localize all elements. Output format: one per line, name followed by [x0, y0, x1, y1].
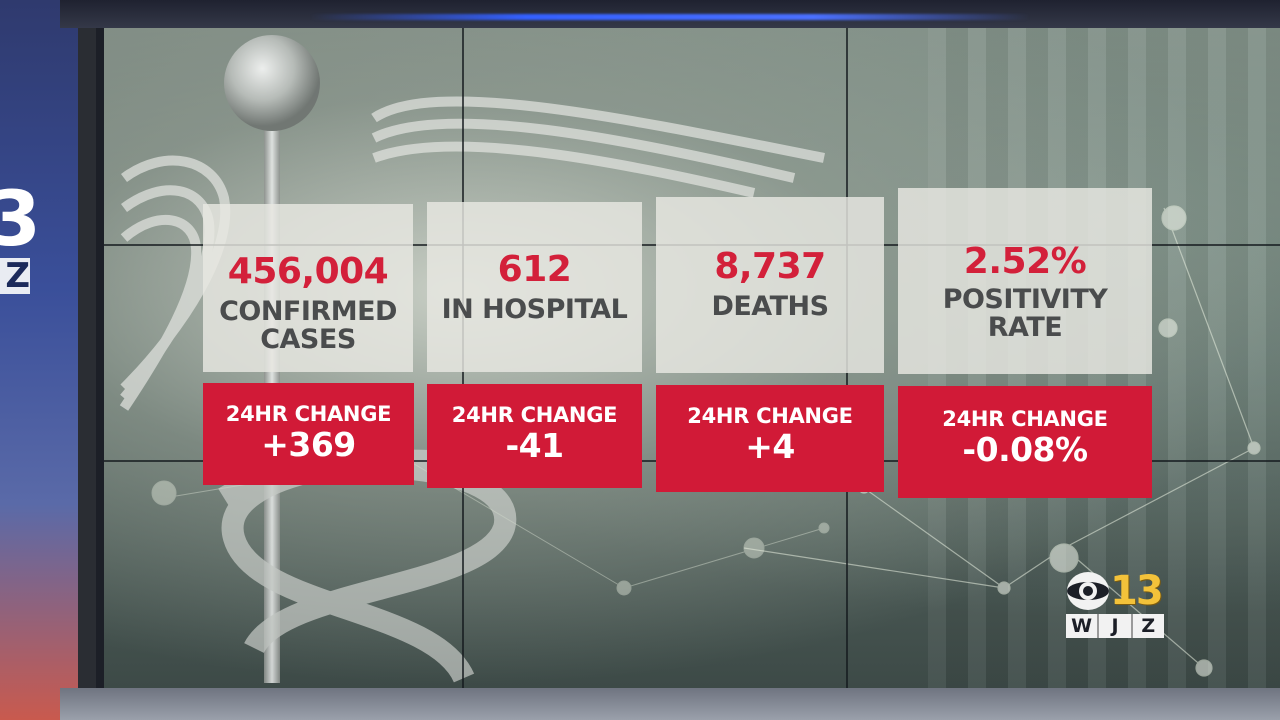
call-letters: W J Z	[1066, 614, 1164, 638]
call-letter: J	[1099, 614, 1133, 638]
positivity-rate-change-card: 24HR CHANGE -0.08%	[898, 386, 1152, 498]
deaths-label: DEATHS	[711, 291, 829, 322]
in-hospital-change-value: -41	[505, 426, 564, 465]
in-hospital-value: 612	[497, 249, 572, 290]
positivity-rate-label-line2: RATE	[987, 312, 1063, 343]
call-letter: Z	[1141, 615, 1156, 637]
led-strip	[310, 14, 1030, 20]
in-hospital-change-card: 24HR CHANGE -41	[427, 384, 642, 488]
deaths-card: 8,737 DEATHS	[656, 197, 884, 373]
station-logo: 13 W J Z	[1066, 570, 1164, 638]
network-graphic	[743, 205, 1261, 677]
cbs-eye-icon	[1067, 572, 1109, 610]
video-wall-bottom-rail	[60, 688, 1280, 720]
in-hospital-label: IN HOSPITAL	[441, 294, 628, 325]
confirmed-cases-value: 456,004	[227, 251, 389, 292]
left-panel-big-glyph: 3	[0, 174, 41, 263]
confirmed-cases-change-label: 24HR CHANGE	[225, 402, 392, 426]
in-hospital-change-label: 24HR CHANGE	[451, 403, 618, 427]
deaths-value: 8,737	[714, 246, 826, 287]
confirmed-cases-label-line2: CASES	[260, 324, 356, 355]
confirmed-cases-card: 456,004 CONFIRMED CASES	[203, 204, 413, 372]
confirmed-cases-change-value: +369	[261, 425, 356, 464]
confirmed-cases-change-card: 24HR CHANGE +369	[203, 383, 414, 485]
confirmed-cases-label-line1: CONFIRMED	[219, 296, 397, 327]
in-hospital-card: 612 IN HOSPITAL	[427, 202, 642, 372]
positivity-rate-change-value: -0.08%	[962, 430, 1088, 469]
deaths-change-value: +4	[745, 427, 795, 466]
left-panel-logo-fragment: 3 Z	[0, 174, 41, 294]
positivity-rate-value: 2.52%	[963, 241, 1087, 282]
video-wall-top-bezel	[60, 0, 1280, 28]
positivity-rate-label-line1: POSITIVITY	[942, 284, 1108, 315]
deaths-change-card: 24HR CHANGE +4	[656, 385, 884, 492]
positivity-rate-change-label: 24HR CHANGE	[942, 407, 1108, 431]
deaths-change-label: 24HR CHANGE	[687, 404, 853, 428]
channel-number: 13	[1110, 568, 1164, 614]
positivity-rate-card: 2.52% POSITIVITY RATE	[898, 188, 1152, 374]
call-letter: W	[1066, 614, 1100, 638]
left-panel-small-glyph: Z	[0, 258, 30, 294]
studio-left-panel: 3 Z	[0, 0, 78, 720]
